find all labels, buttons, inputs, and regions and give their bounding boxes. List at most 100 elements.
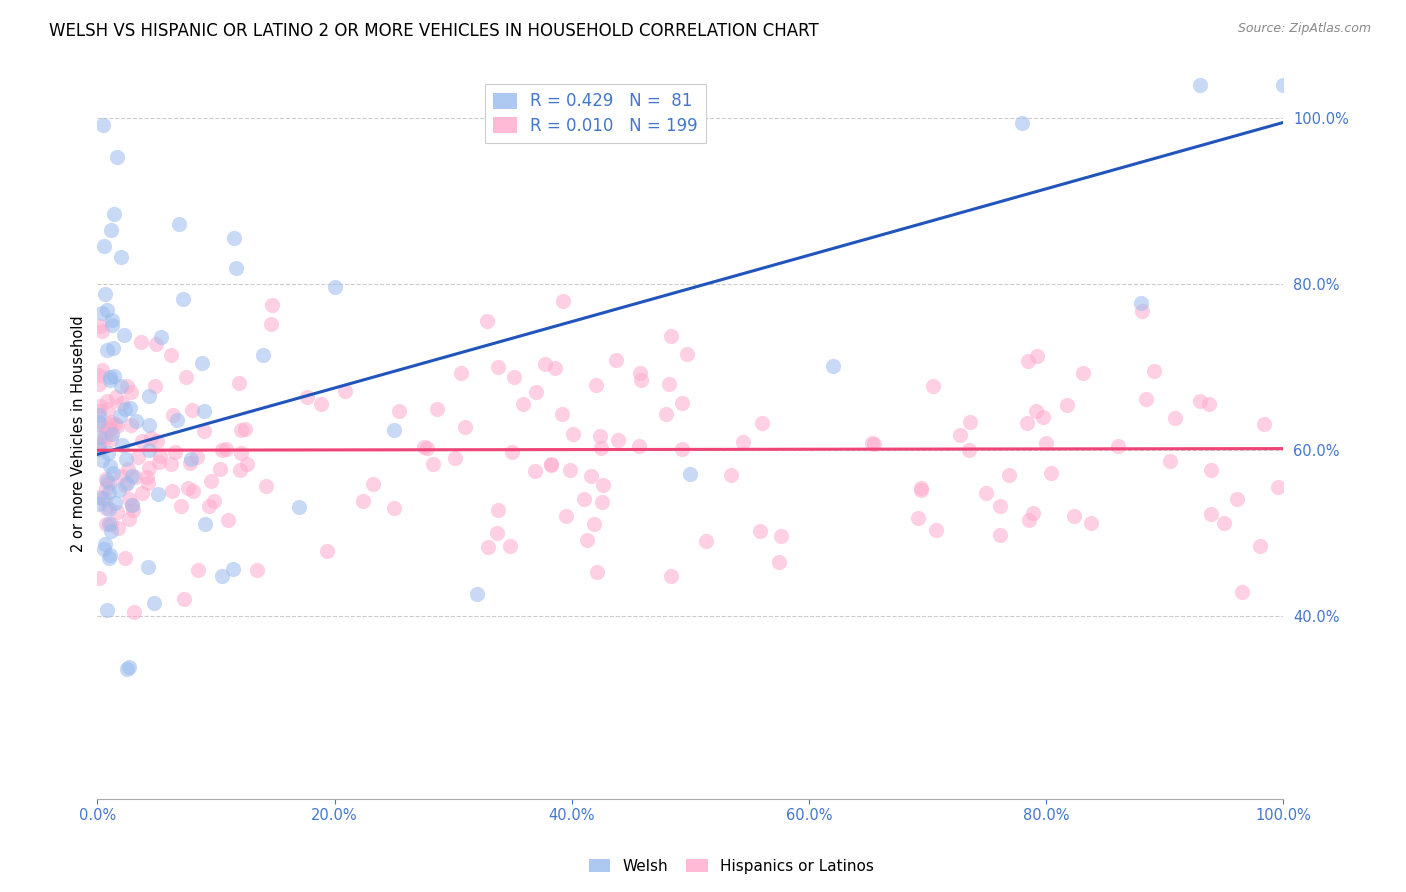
Point (186, 450, 208, 465)
Legend: R = 0.429   N =  81, R = 0.010   N = 199: R = 0.429 N = 81, R = 0.010 N = 199 (485, 84, 706, 144)
Point (101, 426, 124, 441)
Point (118, 512, 141, 526)
Point (211, 569, 233, 583)
Point (259, 318, 281, 332)
Point (1130, 304, 1153, 318)
Point (589, 442, 612, 456)
Point (444, 450, 467, 465)
Point (138, 475, 160, 490)
Point (110, 409, 132, 423)
Point (94, 537, 117, 551)
Point (191, 356, 214, 370)
Point (93, 542, 115, 557)
Point (163, 445, 186, 459)
Point (97, 446, 120, 460)
Point (1213, 516, 1236, 530)
Point (100, 516, 122, 531)
Point (974, 486, 997, 500)
Point (93, 431, 115, 445)
Point (224, 260, 246, 275)
Point (179, 456, 201, 470)
Point (96, 302, 118, 317)
Point (148, 455, 170, 469)
Point (101, 341, 124, 355)
Point (114, 551, 136, 566)
Point (512, 397, 534, 411)
Point (193, 425, 215, 439)
Point (180, 451, 202, 466)
Point (145, 337, 167, 351)
Point (105, 505, 128, 519)
Point (104, 417, 127, 432)
Point (104, 496, 127, 510)
Point (94, 428, 117, 442)
Point (108, 483, 131, 497)
Point (89, 490, 111, 504)
Point (997, 468, 1019, 483)
Point (94, 491, 117, 506)
Point (465, 587, 488, 601)
Point (260, 298, 283, 312)
Point (1011, 116, 1033, 130)
Point (352, 494, 374, 508)
Point (925, 523, 948, 537)
Point (170, 499, 193, 513)
Point (143, 378, 166, 392)
Point (162, 409, 184, 423)
Point (117, 659, 139, 673)
Point (117, 462, 139, 476)
Point (1107, 439, 1129, 453)
Point (592, 477, 614, 491)
Point (127, 450, 149, 465)
Point (333, 384, 356, 398)
Point (181, 403, 204, 417)
Point (103, 207, 125, 221)
Point (628, 366, 651, 380)
Point (949, 428, 972, 442)
Point (117, 475, 139, 490)
Point (111, 395, 134, 409)
Point (136, 469, 159, 483)
Point (110, 468, 132, 483)
Point (146, 487, 169, 501)
Point (416, 441, 439, 455)
Point (586, 565, 609, 579)
Point (1031, 409, 1053, 424)
Point (659, 569, 682, 583)
Point (1017, 353, 1039, 368)
Point (1199, 508, 1222, 522)
Point (198, 499, 221, 513)
Point (110, 250, 132, 264)
Point (114, 402, 136, 417)
Point (160, 484, 183, 499)
Point (229, 463, 252, 477)
Point (87, 417, 110, 432)
Point (585, 378, 607, 392)
Point (96, 394, 118, 409)
Point (477, 540, 499, 554)
Point (486, 359, 509, 374)
Point (101, 318, 124, 332)
Point (136, 560, 159, 574)
Point (1015, 417, 1038, 431)
Point (187, 563, 209, 577)
Point (149, 449, 172, 463)
Point (115, 662, 138, 676)
Point (1018, 513, 1040, 527)
Point (229, 424, 252, 438)
Point (485, 526, 508, 541)
Point (910, 481, 932, 495)
Point (103, 369, 125, 384)
Point (138, 442, 160, 457)
Point (1056, 398, 1078, 412)
Point (671, 442, 693, 456)
Point (1198, 397, 1220, 411)
Point (183, 484, 205, 499)
Point (659, 329, 682, 343)
Point (131, 486, 153, 500)
Point (295, 391, 318, 405)
Point (1035, 436, 1057, 450)
Point (733, 434, 755, 449)
Point (160, 348, 183, 362)
Point (233, 422, 256, 436)
